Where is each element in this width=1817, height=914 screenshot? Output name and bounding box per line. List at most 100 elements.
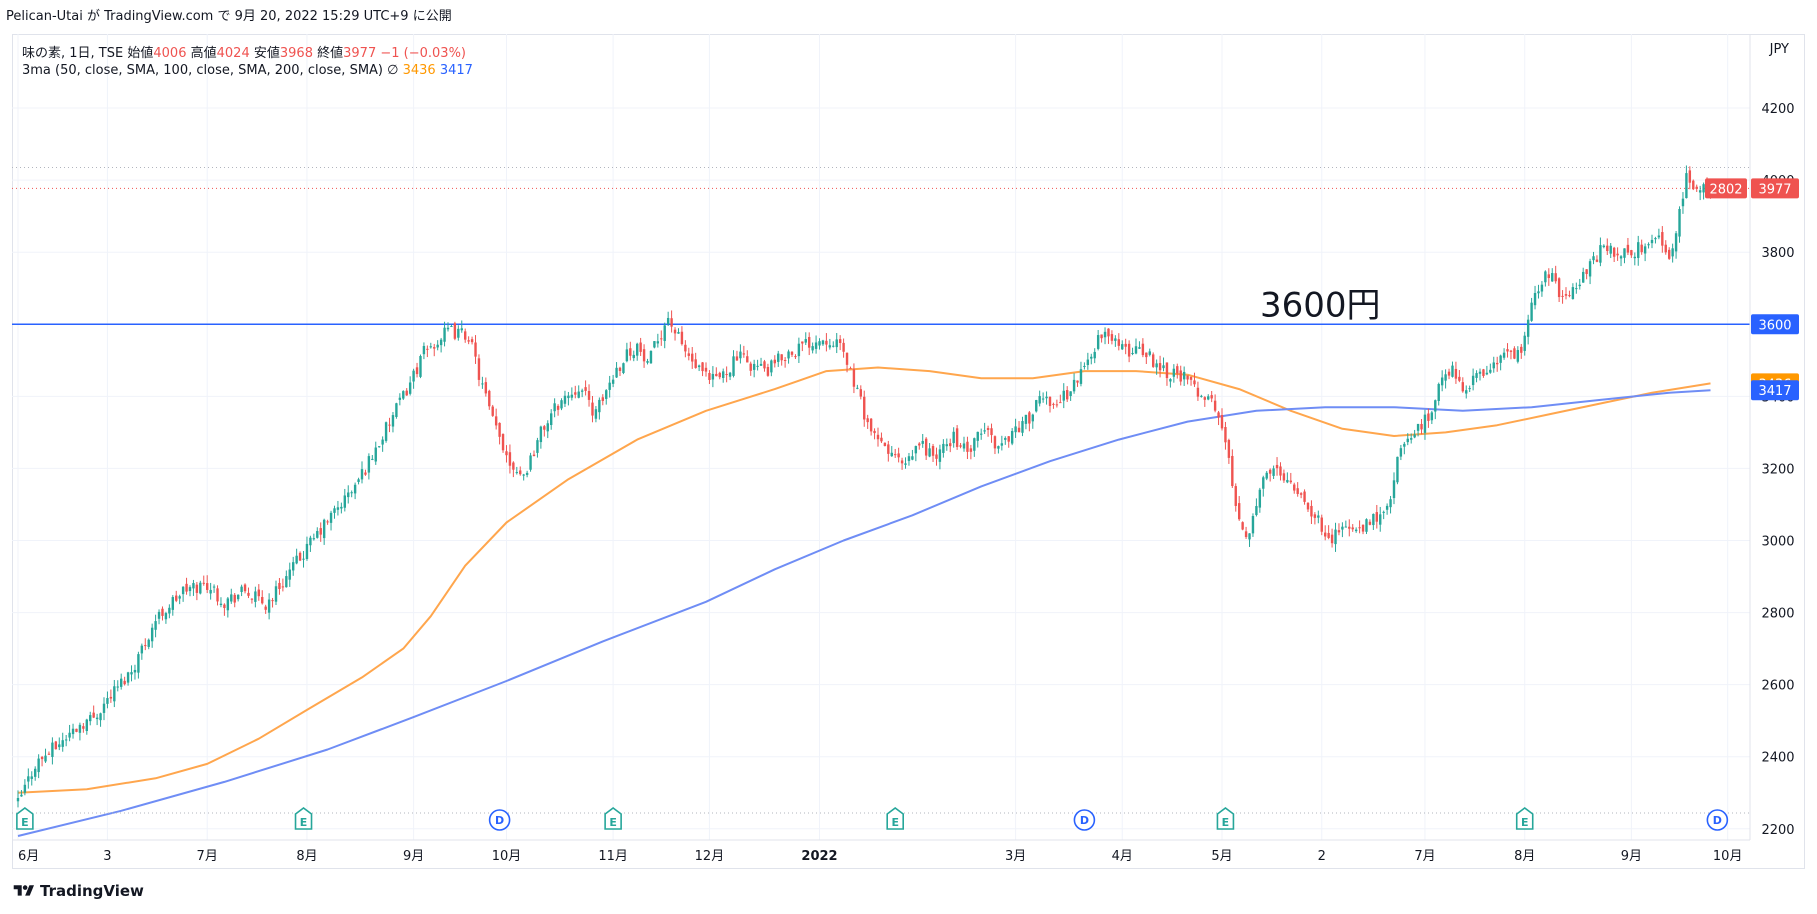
candle-body (240, 586, 243, 593)
candle-body (360, 469, 364, 480)
symbol-legend[interactable]: 味の素, 1日, TSE 始値4006 高値4024 安値3968 終値3977… (22, 42, 466, 61)
candle-body (1203, 397, 1206, 400)
candle-body (1623, 248, 1626, 258)
candle-body (1471, 375, 1475, 386)
candle-body (157, 611, 161, 619)
candle-body (1220, 415, 1224, 429)
tradingview-branding[interactable]: TradingView (12, 882, 144, 900)
candle-body (212, 586, 216, 588)
candle-body (1141, 343, 1145, 356)
ma-legend[interactable]: 3ma (50, close, SMA, 100, close, SMA, 20… (22, 63, 473, 78)
candle-body (790, 351, 794, 355)
candle-body (1440, 377, 1444, 386)
candle-body (309, 537, 312, 546)
candle-body (99, 713, 102, 721)
candle-body (161, 608, 164, 616)
candle-body (1282, 473, 1286, 481)
candle-body (670, 318, 673, 327)
candle-body (1485, 372, 1489, 375)
candle-body (1478, 371, 1482, 374)
candle-body (876, 434, 880, 440)
candle-body (639, 342, 642, 352)
earnings-event-icon (294, 807, 313, 830)
candle-body (859, 389, 862, 397)
candle-body (20, 794, 23, 797)
candle-body (1268, 469, 1272, 474)
candle-body (1303, 491, 1306, 502)
x-tick-label: 5月 (1211, 849, 1232, 864)
candle-body (402, 391, 405, 399)
candle-body (408, 382, 412, 394)
candle-body (1296, 488, 1299, 494)
candle-body (1430, 412, 1434, 421)
candle-body (852, 369, 856, 387)
candle-body (1186, 375, 1189, 380)
chart-frame (12, 34, 1805, 869)
candle-body (1275, 464, 1279, 469)
candle-body (1406, 438, 1409, 443)
y-tick-label: 2600 (1761, 679, 1794, 694)
candle-body (708, 372, 711, 380)
candle-body (1606, 245, 1609, 252)
candle-body (673, 329, 677, 334)
candle-body (89, 715, 92, 722)
candle-body (1165, 362, 1169, 379)
candle-body (120, 678, 123, 687)
candle-body (61, 740, 64, 747)
candle-body (1482, 369, 1485, 376)
candle-body (838, 339, 842, 343)
candle-body (890, 452, 893, 457)
candle-body (952, 431, 955, 444)
candle-body (254, 591, 257, 602)
candle-body (219, 603, 223, 606)
candle-body (371, 458, 374, 460)
candle-body (1041, 398, 1045, 400)
candle-body (367, 456, 371, 473)
candle-body (391, 415, 395, 427)
candle-body (986, 428, 990, 430)
candle-body (1375, 512, 1378, 522)
candle-body (1244, 531, 1248, 538)
candle-body (250, 598, 254, 600)
candles (16, 165, 1712, 808)
candle-body (267, 599, 271, 613)
candle-body (433, 347, 436, 349)
candle-body (474, 342, 477, 357)
candle-body (1533, 292, 1537, 306)
candle-body (192, 583, 195, 589)
candle-body (787, 351, 790, 359)
candle-body (453, 323, 457, 339)
candle-body (900, 460, 904, 464)
candle-body (1121, 344, 1124, 350)
candle-body (1609, 245, 1612, 254)
candle-body (1272, 468, 1275, 476)
candle-body (1182, 371, 1186, 380)
ma-hidden-icon: ∅ (387, 63, 399, 78)
candle-body (405, 390, 408, 396)
candle-body (1434, 400, 1437, 412)
candle-body (677, 332, 680, 334)
candle-body (725, 374, 728, 376)
candle-body (1688, 170, 1692, 183)
candle-body (1674, 233, 1678, 252)
candle-body (1048, 396, 1052, 406)
candle-body (395, 403, 398, 417)
candle-body (364, 472, 367, 475)
candle-body (1134, 346, 1138, 354)
candle-body (773, 359, 776, 364)
candle-body (1286, 479, 1289, 483)
candle-body (388, 424, 391, 426)
candle-body (1561, 295, 1564, 297)
ma200-price-tag-bg (1751, 380, 1799, 401)
candle-body (529, 455, 532, 470)
candle-body (801, 341, 804, 344)
candle-body (1544, 271, 1547, 283)
candle-body (1564, 294, 1568, 296)
candle-body (181, 586, 185, 595)
candle-body (935, 454, 938, 459)
candle-body (467, 340, 470, 342)
candle-body (515, 472, 518, 474)
x-tick-label: 7月 (1414, 849, 1435, 864)
candle-body (1131, 352, 1134, 355)
